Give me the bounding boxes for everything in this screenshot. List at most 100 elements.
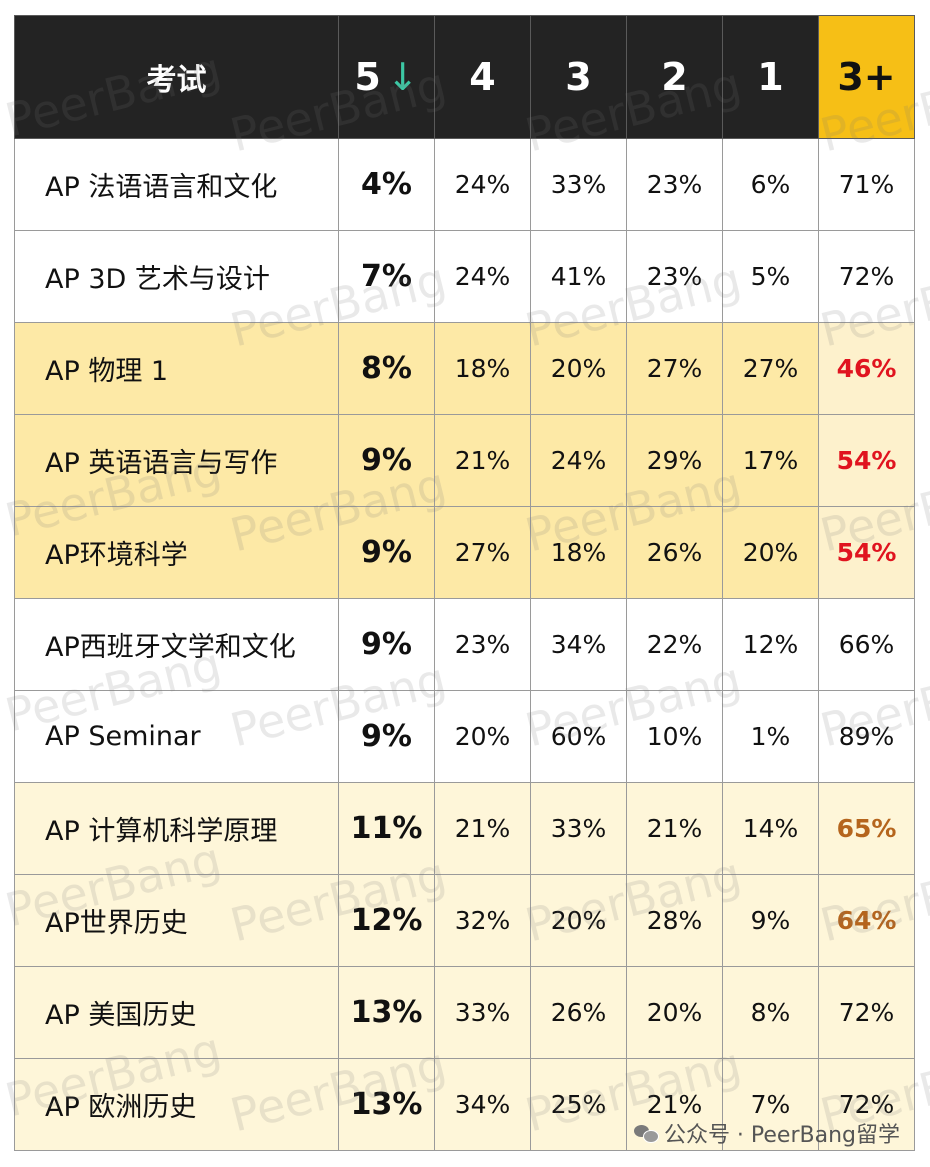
exam-name: AP 欧洲历史 (14, 1058, 339, 1151)
footer-text: 公众号 · PeerBang留学 (663, 1123, 900, 1148)
score-3plus-pct: 64% (818, 874, 915, 967)
score-4-pct: 18% (434, 322, 531, 415)
header-score-5: 5 ↓ (338, 15, 435, 139)
score-1-pct: 9% (722, 874, 819, 967)
header-score-4: 4 (434, 15, 531, 139)
score-3-pct: 25% (530, 1058, 627, 1151)
exam-name: AP 计算机科学原理 (14, 782, 339, 875)
score-1-pct: 1% (722, 690, 819, 783)
exam-name: AP西班牙文学和文化 (14, 598, 339, 691)
score-4-pct: 21% (434, 782, 531, 875)
table-row: AP 法语语言和文化 4% 24% 33% 23% 6% 71% (14, 138, 915, 231)
exam-name: AP 英语语言与写作 (14, 414, 339, 507)
score-1-pct: 8% (722, 966, 819, 1059)
score-4-pct: 34% (434, 1058, 531, 1151)
score-4-pct: 23% (434, 598, 531, 691)
header-score-5-label: 5 (354, 55, 381, 99)
score-3-pct: 33% (530, 138, 627, 231)
header-row: 考试 5 ↓ 4 3 2 1 3+ (14, 15, 915, 139)
score-3-pct: 60% (530, 690, 627, 783)
exam-name: AP 法语语言和文化 (14, 138, 339, 231)
header-score-2: 2 (626, 15, 723, 139)
score-3plus-pct: 72% (818, 1058, 915, 1151)
score-1-pct: 12% (722, 598, 819, 691)
table-row: AP 计算机科学原理 11% 21% 33% 21% 14% 65% (14, 782, 915, 875)
score-3-pct: 33% (530, 782, 627, 875)
ap-score-table: 考试 5 ↓ 4 3 2 1 3+ AP 法语语言和文化 4% 24% 33% 2… (14, 15, 915, 1151)
score-1-pct: 7% (722, 1058, 819, 1151)
score-5-pct: 4% (338, 138, 435, 231)
score-4-pct: 27% (434, 506, 531, 599)
score-5-pct: 11% (338, 782, 435, 875)
score-4-pct: 33% (434, 966, 531, 1059)
score-3plus-pct: 54% (818, 414, 915, 507)
score-2-pct: 20% (626, 966, 723, 1059)
table-row: AP环境科学 9% 27% 18% 26% 20% 54% (14, 506, 915, 599)
exam-name: AP Seminar (14, 690, 339, 783)
score-4-pct: 24% (434, 138, 531, 231)
score-3plus-pct: 71% (818, 138, 915, 231)
table-row: AP 3D 艺术与设计 7% 24% 41% 23% 5% 72% (14, 230, 915, 323)
score-3plus-pct: 65% (818, 782, 915, 875)
table-row: AP 欧洲历史 13% 34% 25% 21% 7% 72% (14, 1058, 915, 1151)
score-3-pct: 26% (530, 966, 627, 1059)
score-1-pct: 27% (722, 322, 819, 415)
score-4-pct: 24% (434, 230, 531, 323)
score-1-pct: 14% (722, 782, 819, 875)
score-5-pct: 13% (338, 1058, 435, 1151)
score-2-pct: 21% (626, 782, 723, 875)
score-3-pct: 18% (530, 506, 627, 599)
exam-name: AP世界历史 (14, 874, 339, 967)
exam-name: AP 美国历史 (14, 966, 339, 1059)
table-row: AP世界历史 12% 32% 20% 28% 9% 64% (14, 874, 915, 967)
score-2-pct: 23% (626, 138, 723, 231)
score-5-pct: 8% (338, 322, 435, 415)
footer-attribution: 公众号 · PeerBang留学 (633, 1117, 900, 1149)
score-2-pct: 28% (626, 874, 723, 967)
score-5-pct: 12% (338, 874, 435, 967)
score-3-pct: 34% (530, 598, 627, 691)
header-score-1: 1 (722, 15, 819, 139)
table-row: AP 美国历史 13% 33% 26% 20% 8% 72% (14, 966, 915, 1059)
exam-name: AP 物理 1 (14, 322, 339, 415)
header-score-3: 3 (530, 15, 627, 139)
table-body: AP 法语语言和文化 4% 24% 33% 23% 6% 71% AP 3D 艺… (14, 138, 915, 1151)
score-2-pct: 22% (626, 598, 723, 691)
score-1-pct: 6% (722, 138, 819, 231)
table-row: AP西班牙文学和文化 9% 23% 34% 22% 12% 66% (14, 598, 915, 691)
score-3plus-pct: 66% (818, 598, 915, 691)
score-2-pct: 23% (626, 230, 723, 323)
score-5-pct: 7% (338, 230, 435, 323)
score-5-pct: 9% (338, 598, 435, 691)
score-1-pct: 5% (722, 230, 819, 323)
score-3-pct: 41% (530, 230, 627, 323)
score-2-pct: 29% (626, 414, 723, 507)
exam-name: AP 3D 艺术与设计 (14, 230, 339, 323)
score-5-pct: 9% (338, 506, 435, 599)
score-3plus-pct: 46% (818, 322, 915, 415)
score-table-container: 考试 5 ↓ 4 3 2 1 3+ AP 法语语言和文化 4% 24% 33% 2… (14, 15, 915, 1153)
score-2-pct: 10% (626, 690, 723, 783)
score-1-pct: 17% (722, 414, 819, 507)
score-2-pct: 27% (626, 322, 723, 415)
exam-name: AP环境科学 (14, 506, 339, 599)
score-1-pct: 20% (722, 506, 819, 599)
wechat-icon (633, 1123, 659, 1143)
score-3-pct: 20% (530, 874, 627, 967)
score-3plus-pct: 89% (818, 690, 915, 783)
score-4-pct: 21% (434, 414, 531, 507)
table-row: AP 物理 1 8% 18% 20% 27% 27% 46% (14, 322, 915, 415)
score-4-pct: 32% (434, 874, 531, 967)
score-5-pct: 9% (338, 414, 435, 507)
score-3plus-pct: 72% (818, 230, 915, 323)
score-3plus-pct: 72% (818, 966, 915, 1059)
table-row: AP Seminar 9% 20% 60% 10% 1% 89% (14, 690, 915, 783)
sort-down-arrow-icon: ↓ (386, 55, 419, 99)
table-row: AP 英语语言与写作 9% 21% 24% 29% 17% 54% (14, 414, 915, 507)
score-2-pct: 26% (626, 506, 723, 599)
score-5-pct: 9% (338, 690, 435, 783)
table-header: 考试 5 ↓ 4 3 2 1 3+ (14, 15, 915, 139)
score-4-pct: 20% (434, 690, 531, 783)
score-3-pct: 24% (530, 414, 627, 507)
score-3plus-pct: 54% (818, 506, 915, 599)
